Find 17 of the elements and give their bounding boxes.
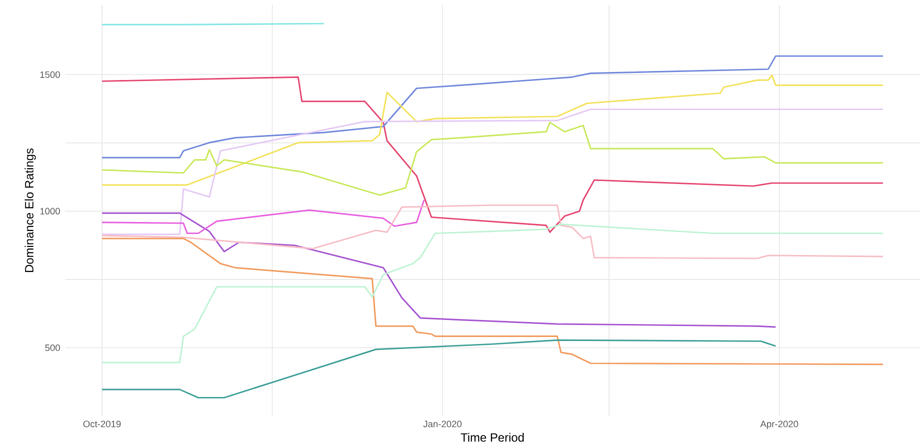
line-series xyxy=(101,122,884,196)
line-series xyxy=(101,108,884,236)
y-tick-label: 1500 xyxy=(40,71,60,78)
line-series xyxy=(101,339,776,398)
line-series xyxy=(101,55,884,158)
line-series xyxy=(101,212,776,328)
x-tick-label: Apr-2020 xyxy=(760,420,798,430)
line-series xyxy=(101,74,884,186)
y-tick-label: 1000 xyxy=(40,208,60,214)
line-series xyxy=(101,204,884,260)
x-tick-label: Jan-2020 xyxy=(423,420,462,428)
line-series xyxy=(101,199,425,234)
y-tick-label: 500 xyxy=(45,344,60,352)
x-tick-label: Oct-2019 xyxy=(83,420,121,428)
x-axis-title: Time Period xyxy=(460,432,524,442)
line-series xyxy=(101,76,884,233)
y-axis-title: Dominance Elo Ratings xyxy=(24,148,36,272)
